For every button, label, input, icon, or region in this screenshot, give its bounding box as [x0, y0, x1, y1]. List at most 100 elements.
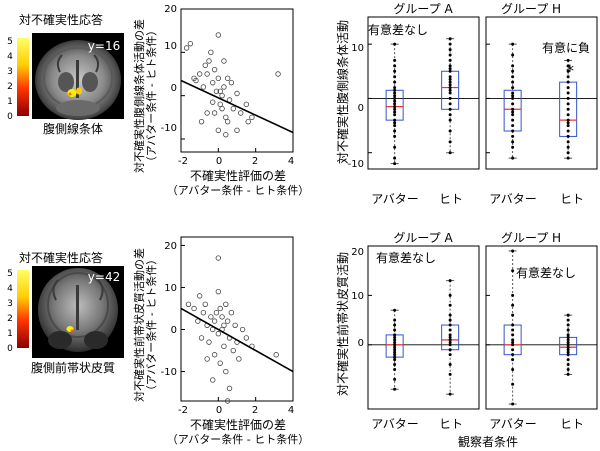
box-point: [393, 387, 397, 391]
scatter-point: [224, 318, 231, 324]
box-point: [448, 313, 452, 317]
colorbar-tick: 2: [7, 314, 13, 324]
box-point: [393, 318, 397, 322]
scatter-point: [273, 352, 279, 358]
box-group-title: グループ H: [501, 231, 561, 245]
box-point: [511, 340, 515, 344]
scatter-point: [204, 71, 210, 77]
box-point: [448, 88, 452, 92]
box-point: [511, 333, 515, 337]
scatter-point: [236, 356, 242, 362]
box-ylabel: 対不確実性前帯状皮質活動: [335, 252, 350, 396]
box-point: [566, 69, 570, 73]
box-point: [448, 75, 452, 79]
scatter-tick-label-x: 0: [216, 156, 222, 167]
scatter-tick-label-y: -10: [161, 367, 177, 378]
scatter-point: [204, 110, 210, 116]
box-point: [511, 107, 515, 111]
scatter-xlabel-main: 不確実性評価の差: [190, 417, 286, 432]
box-point: [511, 402, 515, 406]
colorbar-tick: 4: [7, 52, 13, 62]
box-point: [448, 96, 452, 100]
box-point: [511, 75, 515, 79]
box-point: [393, 118, 397, 122]
box-point: [566, 80, 570, 84]
box-point: [566, 113, 570, 117]
box-point: [566, 345, 570, 349]
box-point: [448, 335, 452, 339]
scatter-point: [208, 49, 214, 56]
box-point: [566, 75, 570, 79]
activation-blob: [67, 89, 77, 97]
box-point: [511, 293, 515, 297]
box-point: [511, 367, 515, 371]
box-point: [511, 118, 515, 122]
box-category-label: ヒト: [560, 417, 584, 431]
box-point: [448, 102, 452, 106]
box-point: [448, 42, 452, 46]
box-point: [511, 113, 515, 117]
box-point: [393, 363, 397, 367]
scatter-point: [221, 84, 227, 90]
box-point: [448, 64, 452, 68]
box-point: [511, 156, 515, 160]
box-point: [393, 338, 397, 342]
box-point: [393, 328, 397, 332]
scatter-tick-label-y: 0: [171, 83, 177, 94]
box-point: [511, 64, 515, 68]
scatter-point: [210, 377, 216, 383]
box-point: [393, 110, 397, 114]
scatter-point: [243, 335, 250, 341]
scatter-ylabel: 対不確実性腹側線条体活動の差 （アバター条件 - ヒト条件）: [132, 19, 158, 173]
box-ylabel: 対不確実性腹側線条体活動: [335, 20, 350, 164]
scatter-tick-label-y: 20: [164, 241, 177, 252]
scatter-point: [215, 127, 222, 134]
colorbar-tick: 5: [7, 37, 13, 47]
box-annotation: 有意差なし: [516, 265, 576, 280]
scatter-point: [204, 356, 210, 362]
box-point: [393, 367, 397, 371]
scatter-tick-label-x: 4: [288, 156, 294, 167]
scatter-point: [206, 339, 212, 345]
box-point: [511, 343, 515, 347]
scatter-point: [221, 343, 227, 350]
scatter-point: [226, 385, 233, 392]
box-point: [511, 53, 515, 57]
box-point: [511, 269, 515, 273]
scatter-ylabel-sub: （アバター条件 - ヒト条件）: [144, 254, 158, 397]
scatter-point: [200, 84, 207, 90]
box-frame: [367, 245, 480, 410]
box-point: [393, 129, 397, 133]
box-category-label: ヒト: [439, 192, 463, 206]
box-point: [448, 279, 452, 283]
box-point: [511, 102, 515, 106]
colorbar-tick: 2: [7, 82, 13, 92]
scatter-tick-label-x: 2: [252, 156, 258, 167]
box-point: [566, 151, 570, 155]
scatter-point: [211, 318, 218, 324]
box-point: [511, 134, 515, 138]
box-category-label: アバター: [489, 417, 537, 431]
box-point: [393, 88, 397, 92]
scatter-point: [221, 322, 227, 329]
box-point: [448, 83, 452, 87]
scatter-point: [198, 335, 205, 341]
box-point: [393, 124, 397, 128]
box-point: [393, 335, 397, 339]
colorbar-gradient: [17, 270, 29, 348]
brain-title: 対不確実性応答: [19, 12, 103, 27]
scatter-point: [202, 62, 208, 69]
box-point: [566, 333, 570, 337]
brain-slice-image: y=42: [32, 266, 124, 358]
scatter-tick-label-y: 10: [164, 283, 177, 294]
box-point: [448, 37, 452, 41]
box-annotation: 有意差なし: [368, 22, 428, 37]
box-point: [448, 91, 452, 95]
box-point: [448, 113, 452, 117]
scatter-point: [206, 58, 212, 64]
box-point: [511, 124, 515, 128]
scatter-point: [219, 105, 225, 112]
scatter-point: [198, 118, 205, 125]
scatter-point: [191, 305, 197, 312]
colorbar-tick: 0: [7, 112, 13, 122]
